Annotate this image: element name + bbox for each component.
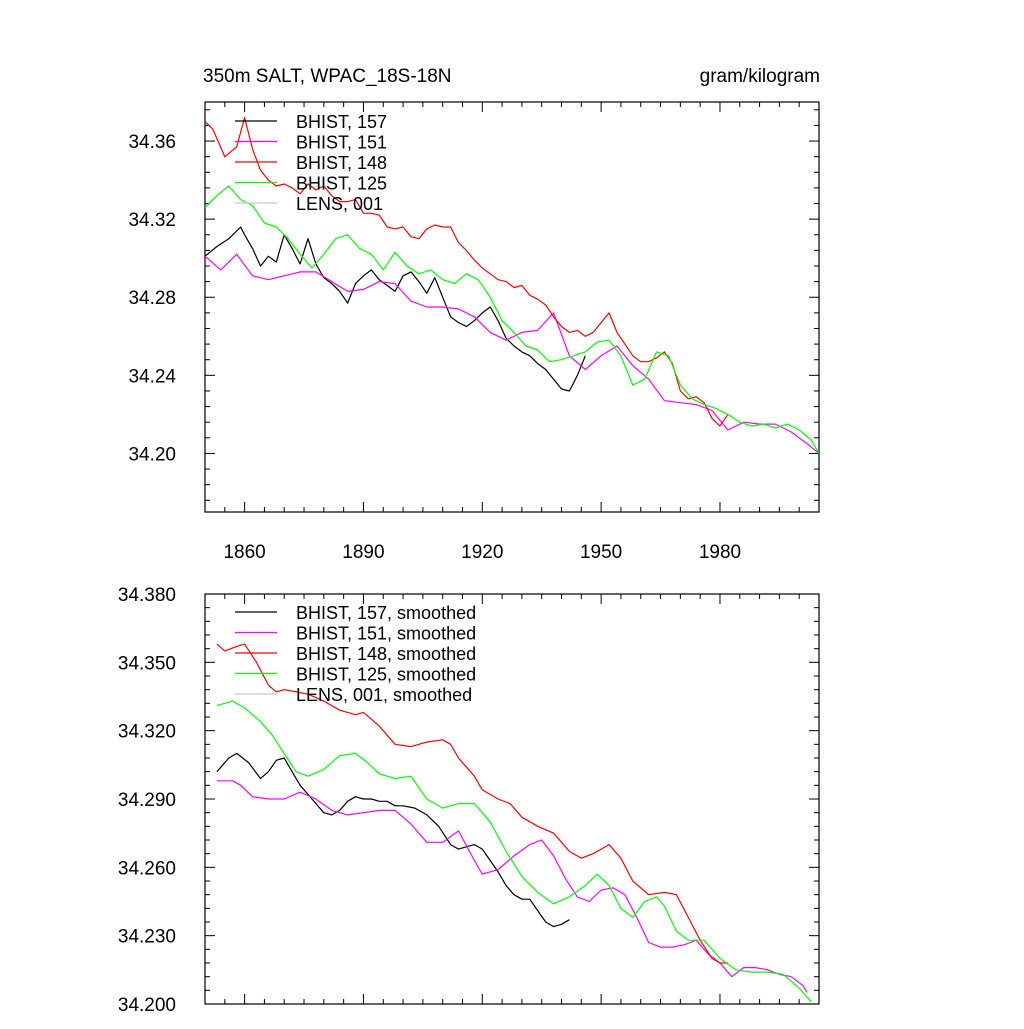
panel2-series-line bbox=[216, 780, 808, 993]
panel1-legend-label: BHIST, 148 bbox=[296, 153, 387, 173]
panel2-y-tick-label: 34.200 bbox=[118, 995, 176, 1016]
panel2-y-tick-label: 34.230 bbox=[118, 927, 176, 948]
panel2-series-line bbox=[216, 752, 570, 928]
panel1-series-line bbox=[205, 116, 729, 427]
panel2-y-tick-label: 34.350 bbox=[118, 653, 176, 674]
panel1-legend-label: BHIST, 151 bbox=[296, 133, 387, 153]
panel2-series-line bbox=[216, 700, 812, 1003]
panel2-y-tick-label: 34.290 bbox=[118, 790, 176, 811]
panel1-y-tick-label: 34.32 bbox=[128, 210, 176, 231]
panel2-legend-label: BHIST, 151, smoothed bbox=[296, 624, 476, 644]
panel2-y-tick-label: 34.260 bbox=[118, 858, 176, 879]
panel2-legend-label: BHIST, 148, smoothed bbox=[296, 644, 476, 664]
panel2-legend-label: BHIST, 157, smoothed bbox=[296, 603, 476, 623]
plot-frame-top bbox=[204, 101, 820, 513]
panel2-y-tick-label: 34.380 bbox=[118, 585, 176, 606]
panel1-x-tick-label: 1920 bbox=[461, 542, 503, 563]
units-label: gram/kilogram bbox=[700, 66, 820, 87]
panel1-x-tick-label: 1980 bbox=[699, 542, 741, 563]
panel1-x-tick-label: 1950 bbox=[580, 542, 622, 563]
panel1-series-line bbox=[205, 253, 819, 454]
panel1-y-tick-label: 34.20 bbox=[128, 444, 176, 465]
panel2-legend-label: BHIST, 125, smoothed bbox=[296, 665, 476, 685]
panel1-series-line bbox=[205, 185, 819, 454]
panel1-y-tick-label: 34.24 bbox=[128, 366, 176, 387]
panel1-x-tick-label: 1860 bbox=[223, 542, 265, 563]
panel2-y-tick-label: 34.320 bbox=[118, 722, 176, 743]
panel1-series-line bbox=[205, 226, 586, 392]
panel1-legend-label: BHIST, 157 bbox=[296, 112, 387, 132]
chart-title: 350m SALT, WPAC_18S-18N bbox=[203, 66, 452, 87]
panel1-legend-label: BHIST, 125 bbox=[296, 174, 387, 194]
panel1-x-tick-label: 1890 bbox=[342, 542, 384, 563]
panel1-y-tick-label: 34.28 bbox=[128, 288, 176, 309]
panel2-legend-label: LENS, 001, smoothed bbox=[296, 685, 472, 705]
panel1-legend-label: LENS, 001 bbox=[296, 194, 383, 214]
panel2-series-line bbox=[216, 643, 728, 964]
panel1-y-tick-label: 34.36 bbox=[128, 132, 176, 153]
